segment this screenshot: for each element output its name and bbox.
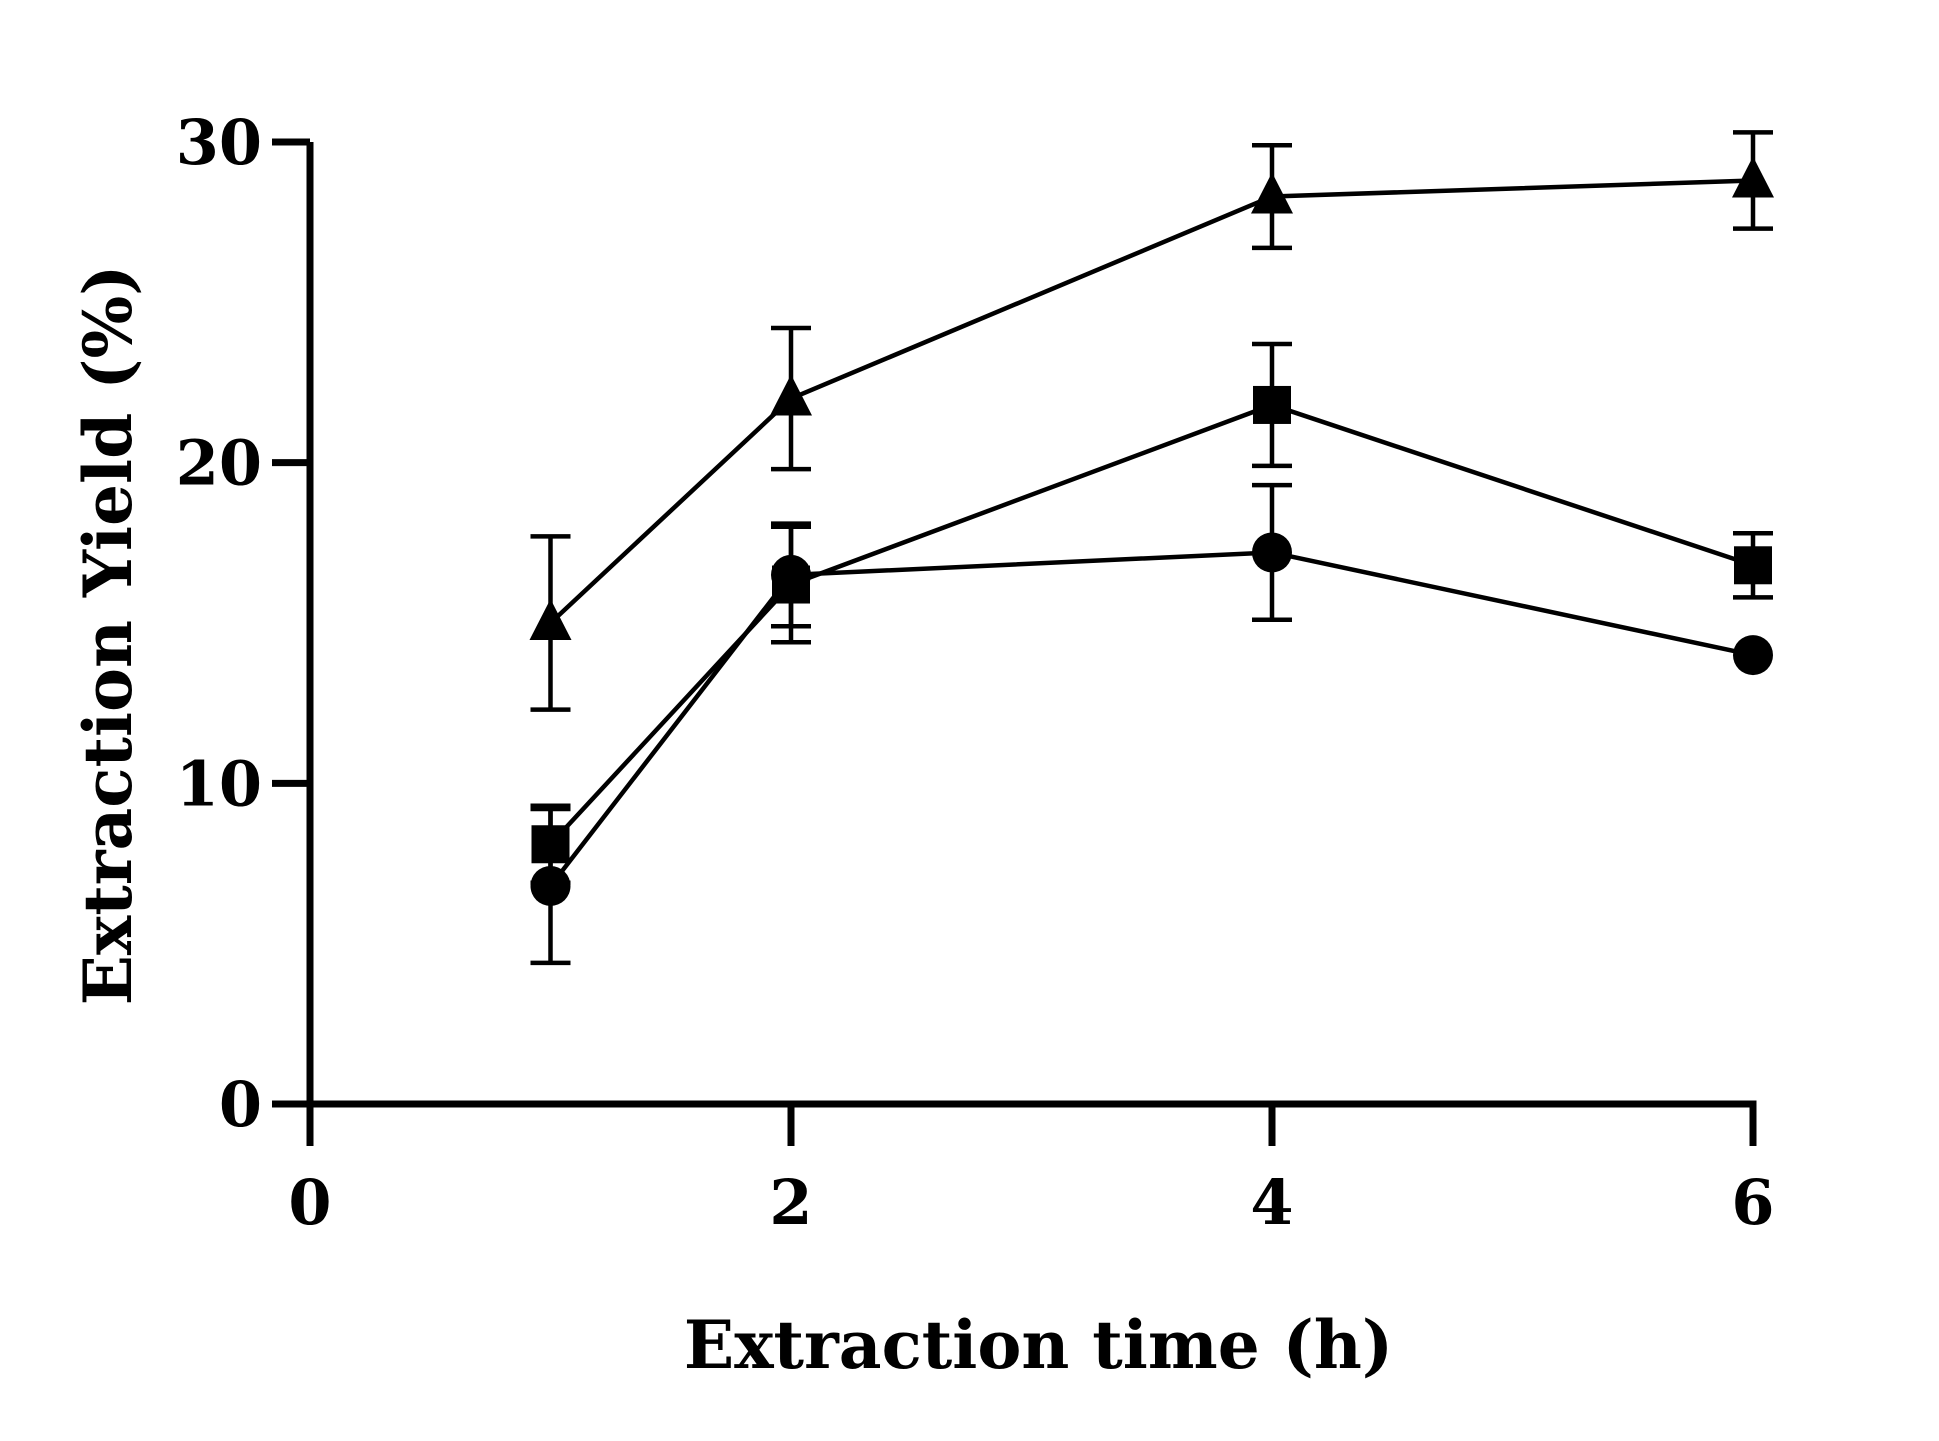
triangle-point-1	[529, 599, 572, 640]
triangle-line	[548, 178, 1754, 625]
square-point-4	[1253, 385, 1291, 424]
axes	[306, 142, 1757, 1108]
circle-point-1	[530, 865, 571, 906]
series-circle	[530, 482, 1773, 966]
axis-ticks: 0 10 20 30 0 2 4 6	[176, 106, 1775, 1239]
triangle-point-6	[1732, 156, 1774, 198]
triangle-point-4	[1251, 172, 1293, 214]
x-axis-title: Extraction time (h)	[684, 1306, 1393, 1384]
circle-point-6	[1733, 635, 1773, 676]
x-tick-label-6: 6	[1731, 1166, 1774, 1239]
triangle-point-2	[770, 374, 812, 416]
x-tick-label-4: 4	[1250, 1166, 1293, 1239]
circle-line	[548, 550, 1754, 888]
circle-point-4	[1252, 532, 1292, 573]
data-series	[529, 130, 1774, 966]
square-line	[548, 402, 1754, 846]
y-tick-label-10: 10	[176, 747, 262, 820]
x-tick-label-0: 0	[288, 1166, 331, 1239]
x-tick-label-2: 2	[769, 1166, 812, 1239]
series-square	[530, 341, 1773, 885]
y-axis-title: Extraction Yield (%)	[69, 265, 147, 1006]
circle-point-2	[771, 554, 811, 595]
y-tick-label-20: 20	[176, 427, 262, 500]
square-point-6	[1734, 546, 1772, 585]
series-triangle	[529, 130, 1774, 712]
y-tick-label-30: 30	[176, 106, 262, 179]
y-tick-label-0: 0	[219, 1068, 262, 1141]
